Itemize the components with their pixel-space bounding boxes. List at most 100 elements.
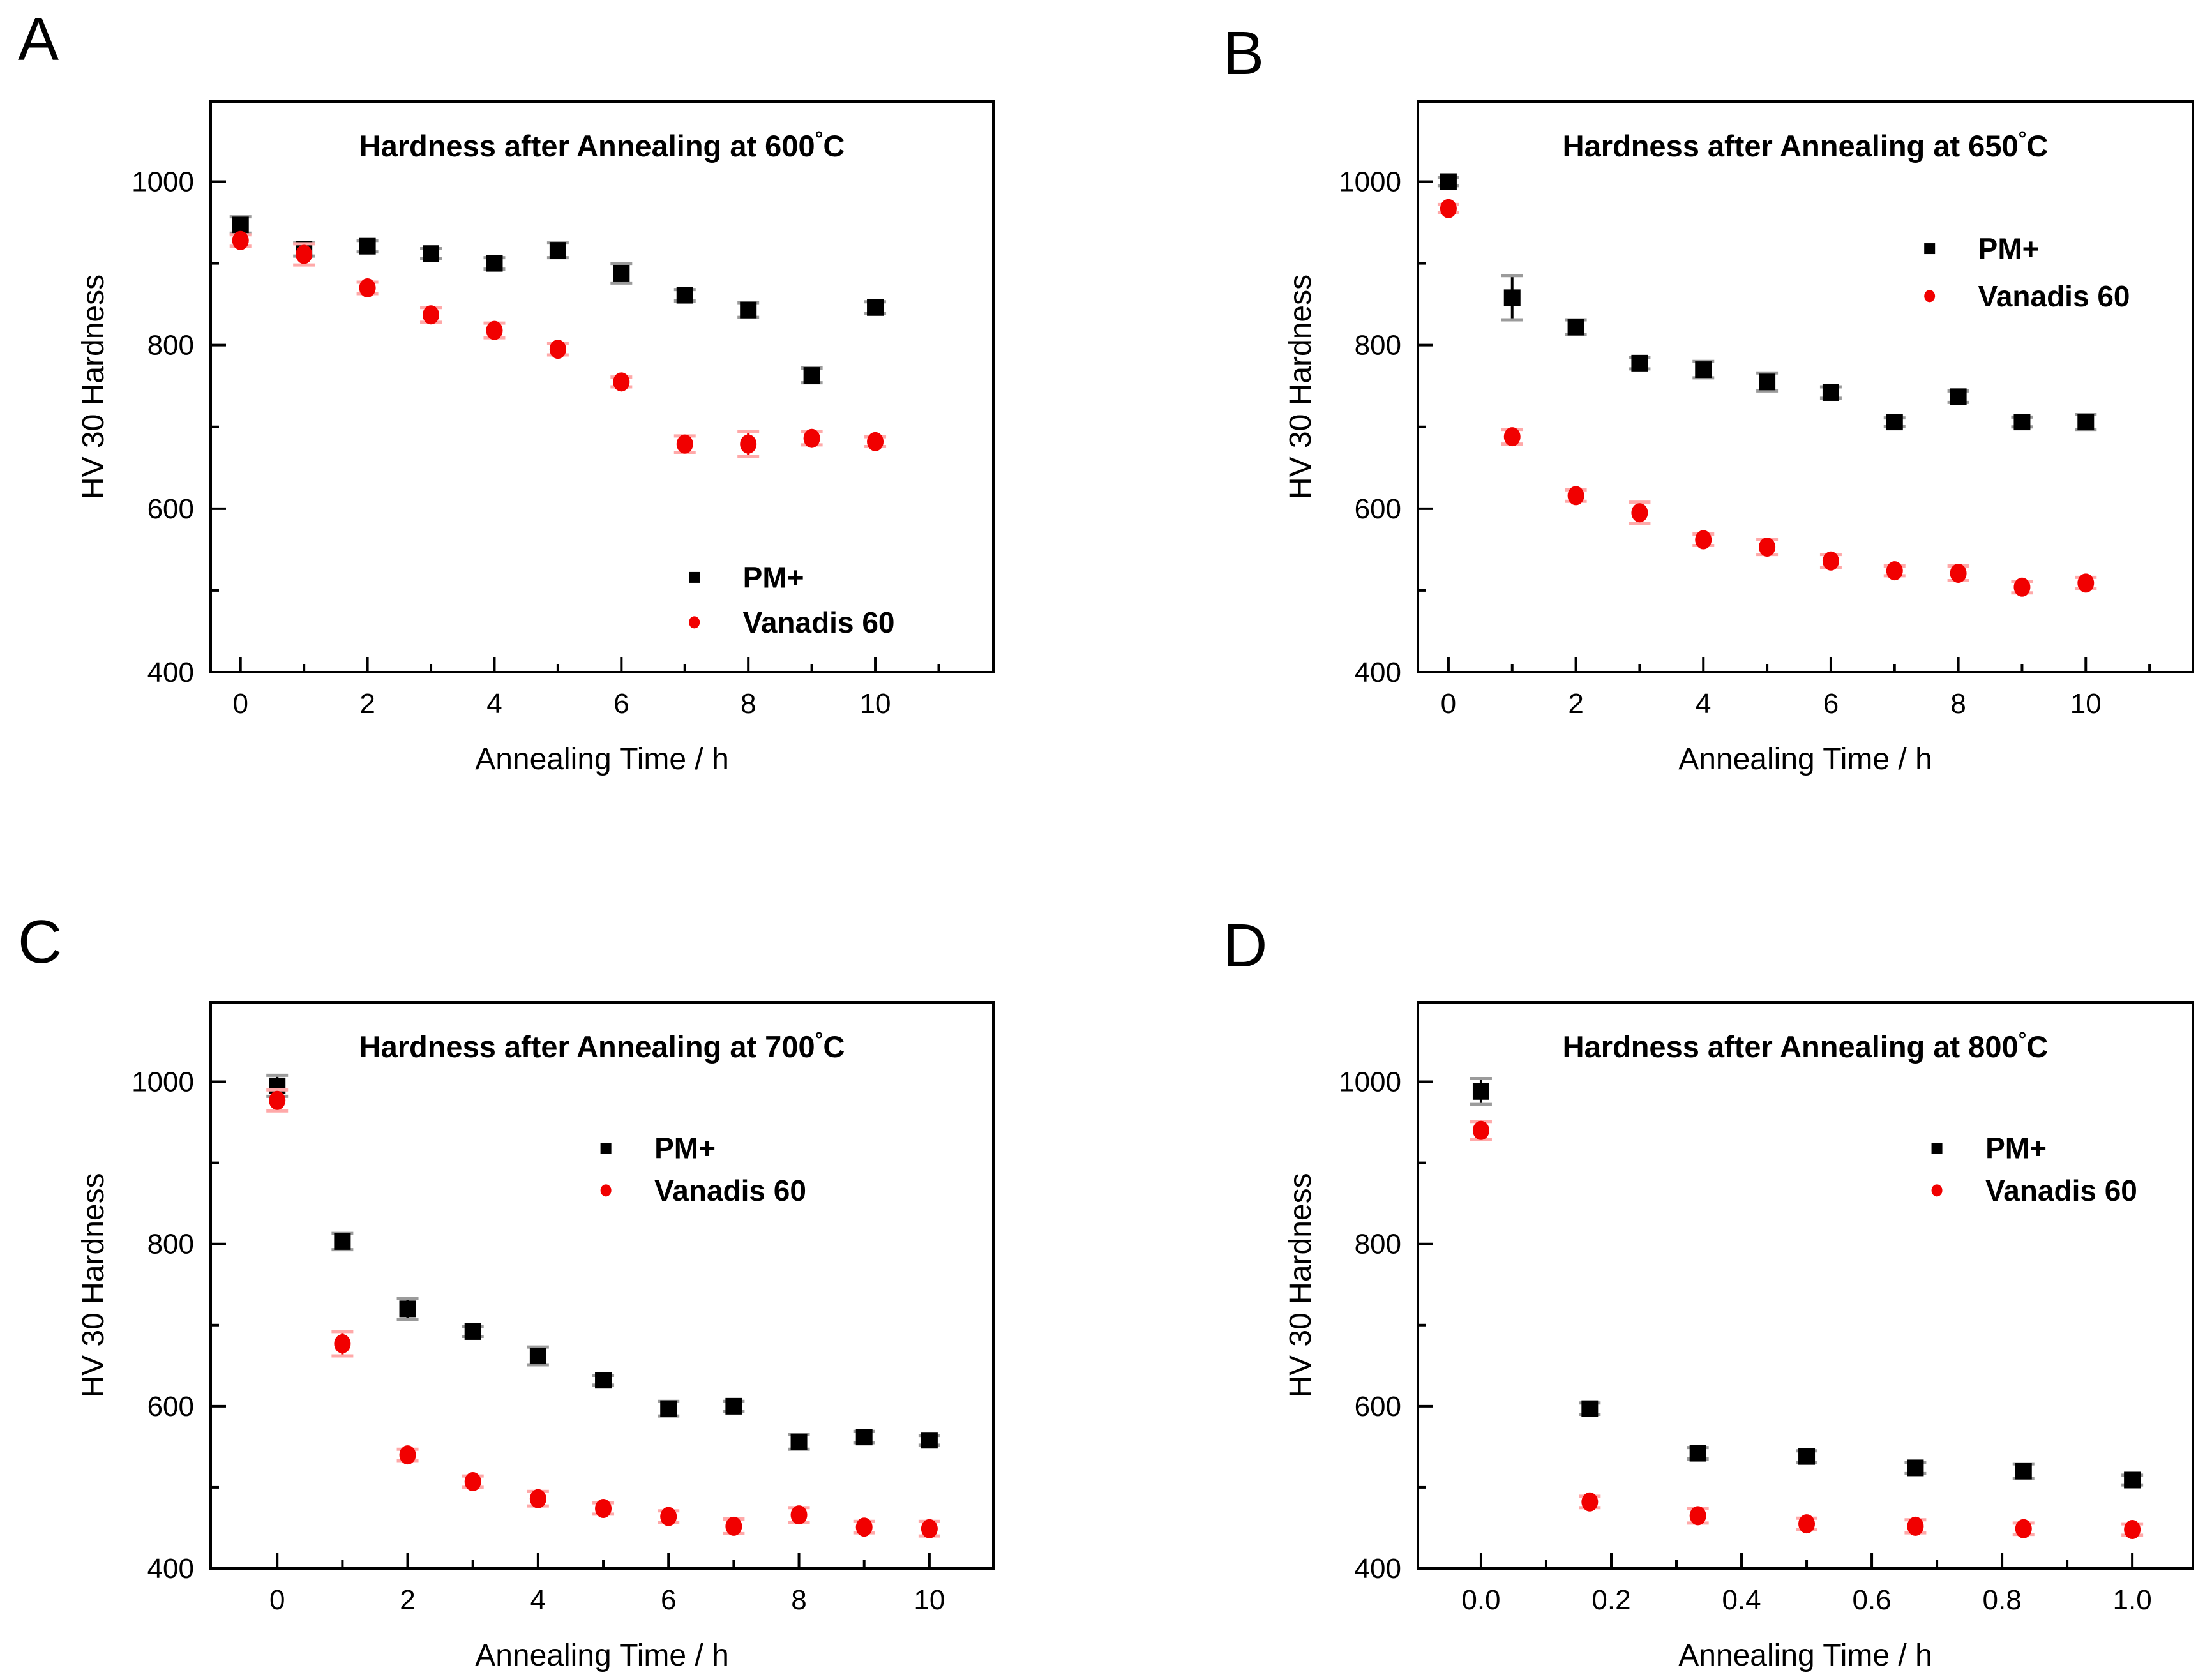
x-axis: 0 2 4 6 8 10 Annealing Time / h — [1441, 657, 2151, 776]
y-tick-label: 600 — [1355, 493, 1401, 525]
data-point-square — [1695, 361, 1712, 379]
data-point-square — [1907, 1459, 1924, 1477]
data-point-circle — [1759, 538, 1776, 557]
series-vanadis60-points — [1470, 1120, 2144, 1540]
x-axis: 0 2 4 6 8 10 Annealing Time / h — [232, 657, 940, 776]
x-axis: 0 2 4 6 8 10 Annealing Time / h — [269, 1553, 945, 1673]
panel-letter-d: D — [1223, 912, 1268, 980]
legend-square-marker — [1931, 1143, 1943, 1154]
x-tick-label: 2 — [400, 1584, 415, 1616]
legend-label: PM+ — [1978, 232, 2040, 266]
y-tick-label: 1000 — [132, 1067, 194, 1098]
plot-title: Hardness after Annealing at 700°C — [359, 1028, 845, 1064]
data-point-circle — [464, 1472, 481, 1492]
data-point-square — [1472, 1083, 1489, 1100]
plot-title: Hardness after Annealing at 650°C — [1563, 127, 2049, 163]
data-point-square — [549, 242, 566, 259]
data-point-square — [595, 1372, 612, 1389]
x-tick-label: 0.0 — [1461, 1584, 1500, 1616]
data-point-circle — [660, 1507, 677, 1526]
x-tick-label: 1.0 — [2113, 1584, 2152, 1616]
data-point-circle — [676, 434, 693, 454]
data-point-circle — [1886, 561, 1903, 581]
plot-title: Hardness after Annealing at 600°C — [359, 127, 845, 163]
data-point-square — [740, 301, 757, 319]
data-point-square — [921, 1432, 938, 1449]
data-point-square — [1581, 1400, 1599, 1417]
data-point-circle — [790, 1505, 808, 1525]
data-point-square — [2015, 1463, 2032, 1480]
plot-frame — [209, 1001, 995, 1570]
x-tick-label: 0 — [232, 688, 248, 719]
legend-square-marker — [689, 571, 700, 583]
x-axis-title: Annealing Time / h — [475, 742, 729, 776]
legend: PM+ Vanadis 60 — [689, 560, 895, 639]
data-point-square — [1440, 173, 1457, 190]
panel-b-plot: 0 2 4 6 8 10 Annealing Time / h 400 600 800 1000 HV… — [1284, 100, 2194, 776]
legend-label: Vanadis 60 — [1978, 280, 2130, 313]
data-point-square — [1631, 354, 1648, 372]
x-tick-label: 2 — [359, 688, 375, 719]
data-point-circle — [423, 305, 440, 325]
series-vanadis60-points — [266, 1088, 940, 1538]
plot-frame — [1417, 1001, 2194, 1570]
data-point-circle — [1440, 199, 1457, 218]
data-point-square — [1886, 414, 1903, 431]
plot-frame — [209, 100, 995, 673]
y-axis-title: HV 30 Hardness — [1284, 1173, 1318, 1397]
data-point-square — [232, 216, 249, 234]
x-tick-label: 10 — [2070, 688, 2102, 719]
data-point-square — [867, 299, 884, 316]
y-tick-label: 400 — [147, 657, 194, 688]
data-point-circle — [549, 340, 566, 359]
data-point-square — [399, 1300, 416, 1318]
x-tick-label: 10 — [914, 1584, 945, 1616]
data-point-square — [855, 1429, 873, 1446]
data-point-circle — [1798, 1514, 1816, 1534]
data-point-square — [725, 1397, 742, 1415]
x-tick-label: 6 — [661, 1584, 676, 1616]
data-point-circle — [486, 320, 503, 340]
y-tick-label: 400 — [1355, 1553, 1401, 1584]
legend-circle-marker — [600, 1184, 612, 1197]
data-point-square — [803, 367, 820, 384]
y-axis-title: HV 30 Hardness — [77, 274, 110, 499]
y-axis-title: HV 30 Hardness — [77, 1173, 110, 1397]
data-point-square — [1759, 373, 1776, 391]
data-point-square — [1822, 384, 1839, 401]
data-point-square — [359, 237, 376, 255]
y-tick-label: 800 — [1355, 330, 1401, 361]
legend: PM+ Vanadis 60 — [1924, 232, 2130, 313]
x-axis-title: Annealing Time / h — [475, 1639, 729, 1673]
y-tick-label: 600 — [147, 493, 194, 525]
data-point-circle — [1472, 1120, 1489, 1140]
data-point-circle — [529, 1489, 546, 1508]
x-axis-title: Annealing Time / h — [1678, 1639, 1932, 1673]
y-tick-label: 1000 — [1339, 167, 1401, 198]
data-point-square — [1798, 1448, 1816, 1465]
panel-d-plot: 0.0 0.2 0.4 0.6 0.8 1.0 Annealing Time / h 400 6… — [1284, 1001, 2194, 1673]
x-tick-label: 4 — [530, 1584, 546, 1616]
data-point-circle — [1503, 427, 1521, 447]
data-point-square — [529, 1348, 546, 1365]
legend-label: Vanadis 60 — [654, 1174, 806, 1207]
legend-label: Vanadis 60 — [743, 606, 895, 639]
data-point-circle — [2015, 1519, 2032, 1538]
data-point-circle — [803, 428, 820, 448]
data-point-circle — [1950, 564, 1967, 583]
data-point-circle — [2077, 573, 2095, 593]
data-point-circle — [1689, 1506, 1706, 1526]
data-point-circle — [1567, 486, 1584, 506]
x-tick-label: 4 — [1696, 688, 1711, 719]
data-point-circle — [1631, 503, 1648, 523]
data-point-circle — [725, 1516, 742, 1536]
data-point-circle — [232, 230, 249, 250]
x-axis: 0.0 0.2 0.4 0.6 0.8 1.0 Annealing Time / h — [1461, 1553, 2152, 1673]
y-tick-label: 600 — [147, 1391, 194, 1422]
legend-circle-marker — [689, 616, 700, 629]
data-point-square — [1503, 289, 1521, 306]
data-point-circle — [399, 1445, 416, 1465]
x-tick-label: 8 — [1950, 688, 1966, 719]
panel-a-plot: 0 2 4 6 8 10 Annealing Time / h 400 600 800 1000 HV… — [77, 100, 995, 776]
y-tick-label: 1000 — [1339, 1067, 1401, 1098]
